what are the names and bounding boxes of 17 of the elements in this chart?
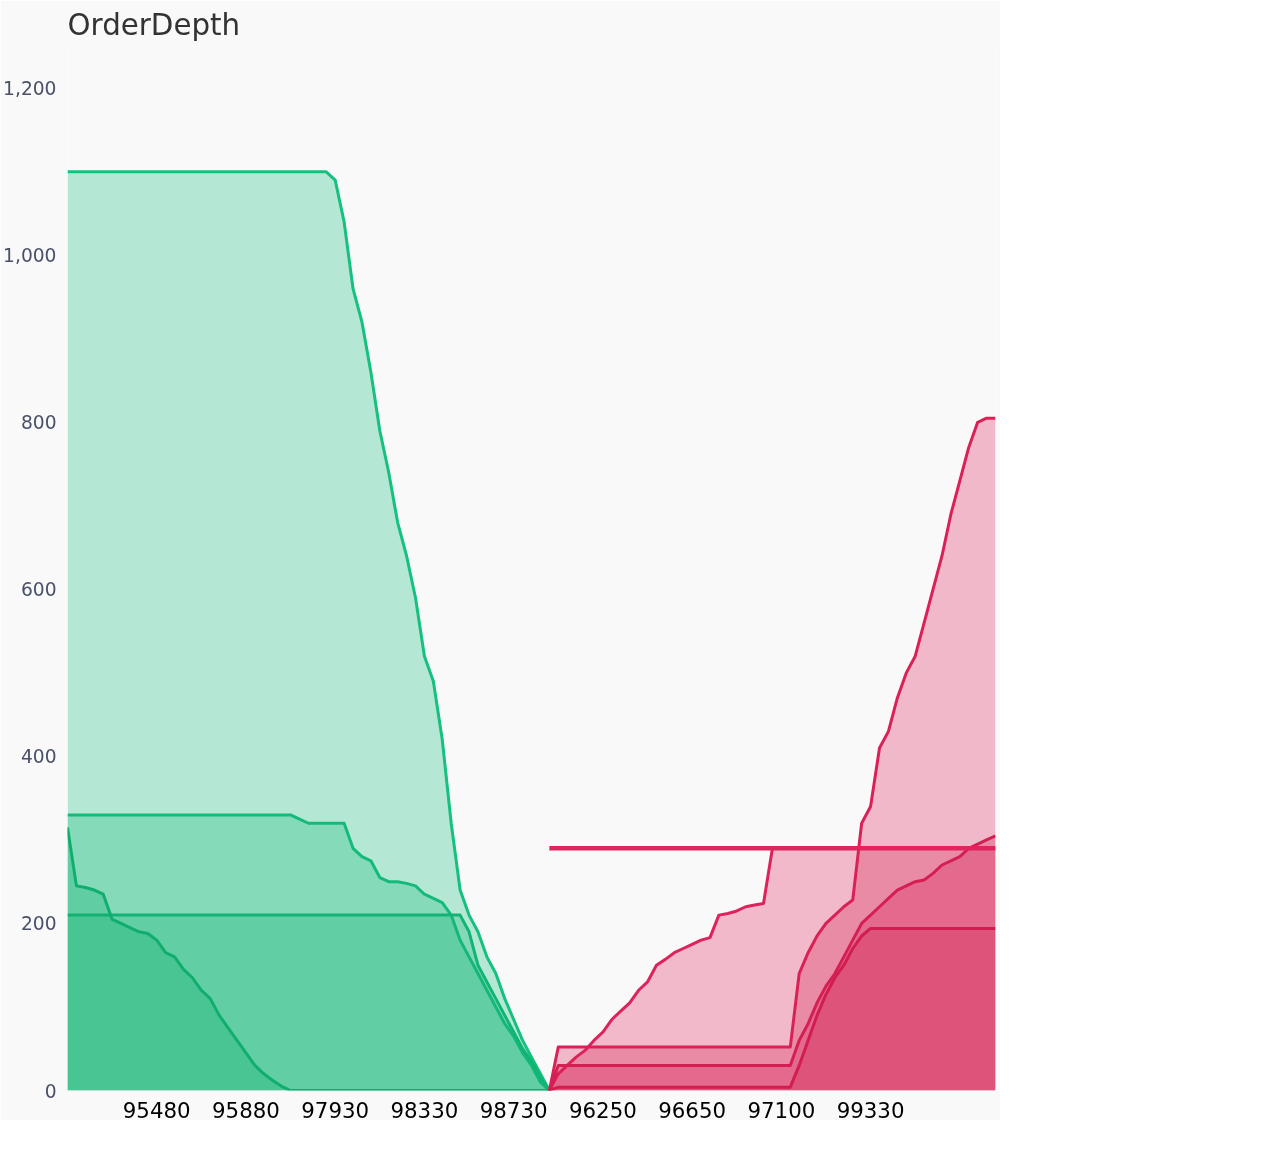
y-tick-label: 400 (20, 746, 57, 768)
y-tick-label: 1,000 (3, 245, 57, 267)
y-tick-label: 600 (20, 579, 57, 601)
x-tick-label: 98730 (479, 1097, 548, 1123)
x-tick-label: 97100 (747, 1097, 816, 1123)
y-tick-label: 200 (20, 913, 57, 935)
x-tick-label: 95880 (212, 1097, 280, 1123)
x-tick-label: 99330 (836, 1097, 905, 1123)
x-tick-label: 96250 (568, 1097, 637, 1123)
x-tick-label: 97930 (301, 1097, 370, 1123)
x-tick-label: 96650 (658, 1097, 727, 1123)
x-tick-label: 98330 (390, 1097, 459, 1123)
chart-title: OrderDepth (67, 7, 241, 42)
y-tick-label: 800 (20, 412, 57, 434)
y-tick-label: 0 (44, 1080, 57, 1102)
x-tick-label: 95480 (122, 1097, 191, 1123)
y-tick-label: 1,200 (3, 78, 57, 100)
